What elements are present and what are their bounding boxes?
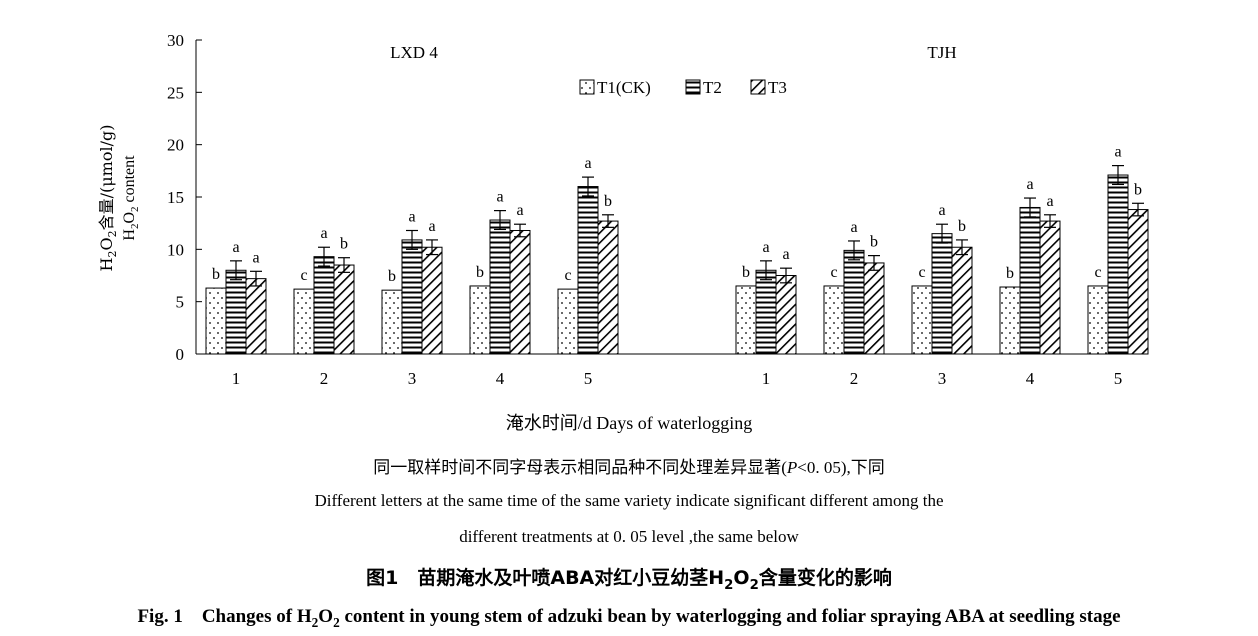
significance-letter: a (938, 202, 945, 219)
bar-t2 (1019, 206, 1041, 355)
bar-t3 (333, 264, 355, 355)
y-tick-label: 15 (167, 188, 184, 207)
y-tick-label: 30 (167, 31, 184, 50)
significance-letter: c (918, 264, 925, 281)
bar-t3 (597, 220, 619, 355)
legend-swatch (750, 79, 766, 95)
figure-title-cn: 图1 苗期淹水及叶喷ABA对红小豆幼茎H2O2含量变化的影响 (366, 567, 892, 593)
significance-letter: b (870, 234, 878, 251)
bar-t3 (421, 246, 443, 355)
y-tick-label: 0 (176, 345, 185, 364)
bar-t3 (509, 229, 531, 355)
variety-label: LXD 4 (390, 43, 438, 62)
x-axis-label: 淹水时间/d Days of waterlogging (505, 413, 753, 433)
significance-letter: a (232, 239, 239, 256)
bar-t1-ck (381, 289, 403, 355)
bar-t3 (245, 278, 267, 355)
legend-label: T2 (703, 78, 722, 97)
x-tick-label: 1 (232, 369, 241, 388)
significance-letter: a (762, 239, 769, 256)
y-axis-label-cn: H2O2含量/(μmol/g) (97, 125, 119, 272)
bar-t2 (843, 249, 865, 355)
significance-letter: b (958, 218, 966, 235)
y-tick-label: 10 (167, 240, 184, 259)
significance-letter: a (252, 249, 259, 266)
significance-letter: a (782, 246, 789, 263)
bar-t3 (775, 275, 797, 355)
significance-letter: a (516, 202, 523, 219)
bar-t2 (225, 269, 247, 355)
bar-t2 (313, 256, 335, 355)
significance-letter: c (564, 267, 571, 284)
caption-note-en-line1: Different letters at the same time of th… (314, 491, 944, 510)
bar-t1-ck (735, 285, 757, 355)
bar-t1-ck (911, 285, 933, 355)
legend-label: T3 (768, 78, 787, 97)
significance-letter: b (604, 193, 612, 210)
significance-letter: a (1026, 176, 1033, 193)
significance-letter: b (742, 264, 750, 281)
bar-t2 (489, 219, 511, 355)
significance-letter: b (388, 268, 396, 285)
bar-t1-ck (557, 288, 579, 355)
significance-letter: b (212, 266, 220, 283)
x-tick-label: 1 (762, 369, 771, 388)
significance-letter: c (1094, 264, 1101, 281)
legend-swatch (579, 79, 595, 95)
x-tick-label: 4 (496, 369, 505, 388)
caption-note-en-line2: different treatments at 0. 05 level ,the… (459, 527, 799, 546)
significance-letter: b (1134, 181, 1142, 198)
significance-letter: a (1046, 193, 1053, 210)
significance-letter: b (1006, 265, 1014, 282)
bar-t2 (1107, 174, 1129, 355)
x-tick-label: 2 (320, 369, 329, 388)
bar-t1-ck (469, 285, 491, 355)
bar-t2 (755, 269, 777, 355)
legend-label: T1(CK) (597, 78, 651, 97)
x-tick-label: 5 (584, 369, 593, 388)
significance-letter: a (408, 208, 415, 225)
y-tick-label: 25 (167, 83, 184, 102)
bar-t1-ck (293, 288, 315, 355)
y-tick-label: 20 (167, 136, 184, 155)
x-tick-label: 4 (1026, 369, 1035, 388)
bar-t3 (863, 262, 885, 355)
bar-t2 (577, 186, 599, 355)
significance-letter: a (850, 219, 857, 236)
x-tick-label: 5 (1114, 369, 1123, 388)
figure-title-en: Fig. 1 Changes of H2O2 content in young … (137, 606, 1121, 630)
bar-t1-ck (823, 285, 845, 355)
x-tick-label: 3 (938, 369, 947, 388)
x-tick-label: 3 (408, 369, 417, 388)
bar-t3 (951, 246, 973, 355)
significance-letter: a (496, 189, 503, 206)
significance-letter: b (476, 264, 484, 281)
bar-t2 (931, 233, 953, 355)
y-axis-label-en: H2O2 content (121, 155, 141, 241)
bar-t3 (1127, 209, 1149, 355)
significance-letter: a (1114, 144, 1121, 161)
significance-letter: a (584, 155, 591, 172)
variety-label: TJH (927, 43, 956, 62)
legend-swatch (685, 79, 701, 95)
significance-letter: b (340, 236, 348, 253)
bar-t1-ck (999, 286, 1021, 355)
bar-t1-ck (205, 287, 227, 355)
significance-letter: c (300, 267, 307, 284)
bar-t1-ck (1087, 285, 1109, 355)
bar-t3 (1039, 220, 1061, 355)
significance-letter: a (428, 218, 435, 235)
bar-t2 (401, 239, 423, 355)
significance-letter: c (830, 264, 837, 281)
y-tick-label: 5 (176, 293, 185, 312)
caption-note-cn: 同一取样时间不同字母表示相同品种不同处理差异显著(P<0. 05),下同 (373, 458, 885, 477)
significance-letter: a (320, 225, 327, 242)
x-tick-label: 2 (850, 369, 859, 388)
